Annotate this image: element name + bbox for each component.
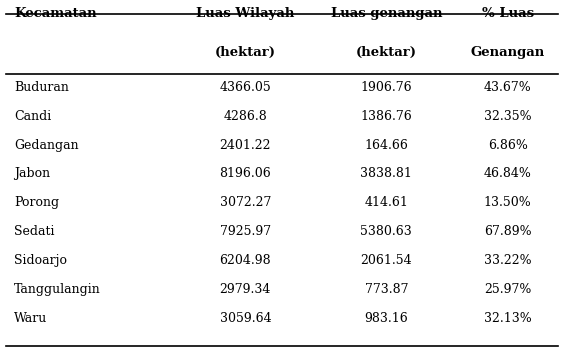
Text: Porong: Porong [14,196,59,209]
Text: 3072.27: 3072.27 [219,196,271,209]
Text: 983.16: 983.16 [364,312,408,325]
Text: 5380.63: 5380.63 [360,225,412,238]
Text: Candi: Candi [14,110,51,123]
Text: 13.50%: 13.50% [484,196,531,209]
Text: Luas Wilayah: Luas Wilayah [196,7,294,20]
Text: Tanggulangin: Tanggulangin [14,283,101,296]
Text: 4286.8: 4286.8 [223,110,267,123]
Text: 164.66: 164.66 [364,139,408,152]
Text: 414.61: 414.61 [364,196,408,209]
Text: 7925.97: 7925.97 [220,225,271,238]
Text: Waru: Waru [14,312,47,325]
Text: Kecamatan: Kecamatan [14,7,96,20]
Text: 3059.64: 3059.64 [219,312,271,325]
Text: 1386.76: 1386.76 [360,110,412,123]
Text: 6204.98: 6204.98 [219,254,271,267]
Text: 25.97%: 25.97% [484,283,531,296]
Text: 8196.06: 8196.06 [219,168,271,181]
Text: 3838.81: 3838.81 [360,168,412,181]
Text: 6.86%: 6.86% [488,139,527,152]
Text: 2401.22: 2401.22 [219,139,271,152]
Text: Gedangan: Gedangan [14,139,79,152]
Text: 32.13%: 32.13% [484,312,531,325]
Text: Genangan: Genangan [470,46,545,59]
Text: % Luas: % Luas [482,7,534,20]
Text: 43.67%: 43.67% [484,81,531,94]
Text: 46.84%: 46.84% [484,168,531,181]
Text: Sidoarjo: Sidoarjo [14,254,67,267]
Text: 1906.76: 1906.76 [360,81,412,94]
Text: 67.89%: 67.89% [484,225,531,238]
Text: 773.87: 773.87 [364,283,408,296]
Text: 33.22%: 33.22% [484,254,531,267]
Text: Sedati: Sedati [14,225,55,238]
Text: 32.35%: 32.35% [484,110,531,123]
Text: Buduran: Buduran [14,81,69,94]
Text: 2061.54: 2061.54 [360,254,412,267]
Text: 2979.34: 2979.34 [219,283,271,296]
Text: (hektar): (hektar) [215,46,276,59]
Text: Luas genangan: Luas genangan [331,7,442,20]
Text: (hektar): (hektar) [356,46,417,59]
Text: Jabon: Jabon [14,168,50,181]
Text: 4366.05: 4366.05 [219,81,271,94]
